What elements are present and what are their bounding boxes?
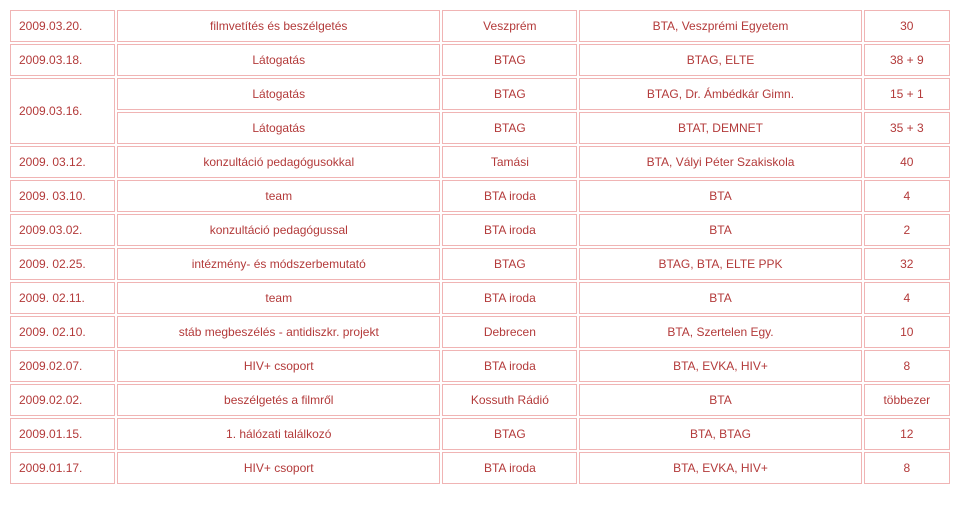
cell-col2: Kossuth Rádió bbox=[442, 384, 577, 416]
cell-col3: BTA bbox=[579, 214, 861, 246]
cell-col0: 2009.02.02. bbox=[10, 384, 115, 416]
table-row: 2009. 02.11.teamBTA irodaBTA4 bbox=[10, 282, 950, 314]
cell-col1: team bbox=[117, 282, 440, 314]
cell-col0: 2009.03.16. bbox=[10, 78, 115, 144]
cell-col1: HIV+ csoport bbox=[117, 350, 440, 382]
cell-col3: BTA, Szertelen Egy. bbox=[579, 316, 861, 348]
cell-col0: 2009. 02.25. bbox=[10, 248, 115, 280]
cell-col3: BTAT, DEMNET bbox=[579, 112, 861, 144]
cell-col3: BTA, EVKA, HIV+ bbox=[579, 452, 861, 484]
cell-col2: BTA iroda bbox=[442, 452, 577, 484]
cell-col2: BTAG bbox=[442, 44, 577, 76]
table-row: 2009. 02.25.intézmény- és módszerbemutat… bbox=[10, 248, 950, 280]
cell-col4: 40 bbox=[864, 146, 950, 178]
cell-col4: 10 bbox=[864, 316, 950, 348]
cell-col1: Látogatás bbox=[117, 44, 440, 76]
cell-col3: BTA, Vályi Péter Szakiskola bbox=[579, 146, 861, 178]
cell-col4: 8 bbox=[864, 452, 950, 484]
cell-col4: 4 bbox=[864, 282, 950, 314]
cell-col0: 2009.03.18. bbox=[10, 44, 115, 76]
cell-col0: 2009.01.17. bbox=[10, 452, 115, 484]
cell-col4: 8 bbox=[864, 350, 950, 382]
cell-col2: BTA iroda bbox=[442, 214, 577, 246]
cell-col2: BTA iroda bbox=[442, 350, 577, 382]
table-row: 2009. 02.10.stáb megbeszélés - antidiszk… bbox=[10, 316, 950, 348]
cell-col2: Debrecen bbox=[442, 316, 577, 348]
cell-col2: BTAG bbox=[442, 78, 577, 110]
cell-col4: 35 + 3 bbox=[864, 112, 950, 144]
cell-col2: BTAG bbox=[442, 112, 577, 144]
table-row: 2009.03.02.konzultáció pedagógussalBTA i… bbox=[10, 214, 950, 246]
cell-col0: 2009.02.07. bbox=[10, 350, 115, 382]
table-row: 2009.02.02.beszélgetés a filmrőlKossuth … bbox=[10, 384, 950, 416]
table-row: 2009.03.20.filmvetítés és beszélgetésVes… bbox=[10, 10, 950, 42]
table-row: 2009.02.07.HIV+ csoportBTA irodaBTA, EVK… bbox=[10, 350, 950, 382]
cell-col3: BTA, EVKA, HIV+ bbox=[579, 350, 861, 382]
cell-col2: BTA iroda bbox=[442, 282, 577, 314]
cell-col1: Látogatás bbox=[117, 112, 440, 144]
table-row: LátogatásBTAGBTAT, DEMNET35 + 3 bbox=[10, 112, 950, 144]
cell-col1: konzultáció pedagógussal bbox=[117, 214, 440, 246]
cell-col0: 2009. 02.11. bbox=[10, 282, 115, 314]
cell-col0: 2009.03.02. bbox=[10, 214, 115, 246]
cell-col2: Veszprém bbox=[442, 10, 577, 42]
cell-col4: 2 bbox=[864, 214, 950, 246]
table-row: 2009.01.17.HIV+ csoportBTA irodaBTA, EVK… bbox=[10, 452, 950, 484]
cell-col1: filmvetítés és beszélgetés bbox=[117, 10, 440, 42]
cell-col3: BTAG, Dr. Ámbédkár Gimn. bbox=[579, 78, 861, 110]
cell-col1: intézmény- és módszerbemutató bbox=[117, 248, 440, 280]
cell-col3: BTA bbox=[579, 384, 861, 416]
cell-col3: BTA bbox=[579, 180, 861, 212]
cell-col4: többezer bbox=[864, 384, 950, 416]
cell-col4: 15 + 1 bbox=[864, 78, 950, 110]
cell-col4: 4 bbox=[864, 180, 950, 212]
cell-col0: 2009. 03.10. bbox=[10, 180, 115, 212]
cell-col3: BTA bbox=[579, 282, 861, 314]
table-row: 2009.03.18.LátogatásBTAGBTAG, ELTE38 + 9 bbox=[10, 44, 950, 76]
cell-col4: 30 bbox=[864, 10, 950, 42]
table-row: 2009. 03.10.teamBTA irodaBTA4 bbox=[10, 180, 950, 212]
cell-col4: 12 bbox=[864, 418, 950, 450]
cell-col2: BTAG bbox=[442, 248, 577, 280]
cell-col0: 2009.03.20. bbox=[10, 10, 115, 42]
cell-col0: 2009. 03.12. bbox=[10, 146, 115, 178]
cell-col2: BTAG bbox=[442, 418, 577, 450]
cell-col2: Tamási bbox=[442, 146, 577, 178]
events-table: 2009.03.20.filmvetítés és beszélgetésVes… bbox=[8, 8, 952, 486]
cell-col0: 2009.01.15. bbox=[10, 418, 115, 450]
cell-col3: BTAG, ELTE bbox=[579, 44, 861, 76]
cell-col4: 38 + 9 bbox=[864, 44, 950, 76]
cell-col2: BTA iroda bbox=[442, 180, 577, 212]
cell-col3: BTA, Veszprémi Egyetem bbox=[579, 10, 861, 42]
cell-col1: 1. hálózati találkozó bbox=[117, 418, 440, 450]
table-row: 2009. 03.12.konzultáció pedagógusokkalTa… bbox=[10, 146, 950, 178]
cell-col0: 2009. 02.10. bbox=[10, 316, 115, 348]
cell-col4: 32 bbox=[864, 248, 950, 280]
table-row: 2009.03.16.LátogatásBTAGBTAG, Dr. Ámbédk… bbox=[10, 78, 950, 110]
cell-col1: konzultáció pedagógusokkal bbox=[117, 146, 440, 178]
cell-col3: BTAG, BTA, ELTE PPK bbox=[579, 248, 861, 280]
table-row: 2009.01.15.1. hálózati találkozóBTAGBTA,… bbox=[10, 418, 950, 450]
cell-col1: Látogatás bbox=[117, 78, 440, 110]
cell-col1: beszélgetés a filmről bbox=[117, 384, 440, 416]
cell-col1: team bbox=[117, 180, 440, 212]
cell-col1: HIV+ csoport bbox=[117, 452, 440, 484]
cell-col3: BTA, BTAG bbox=[579, 418, 861, 450]
cell-col1: stáb megbeszélés - antidiszkr. projekt bbox=[117, 316, 440, 348]
